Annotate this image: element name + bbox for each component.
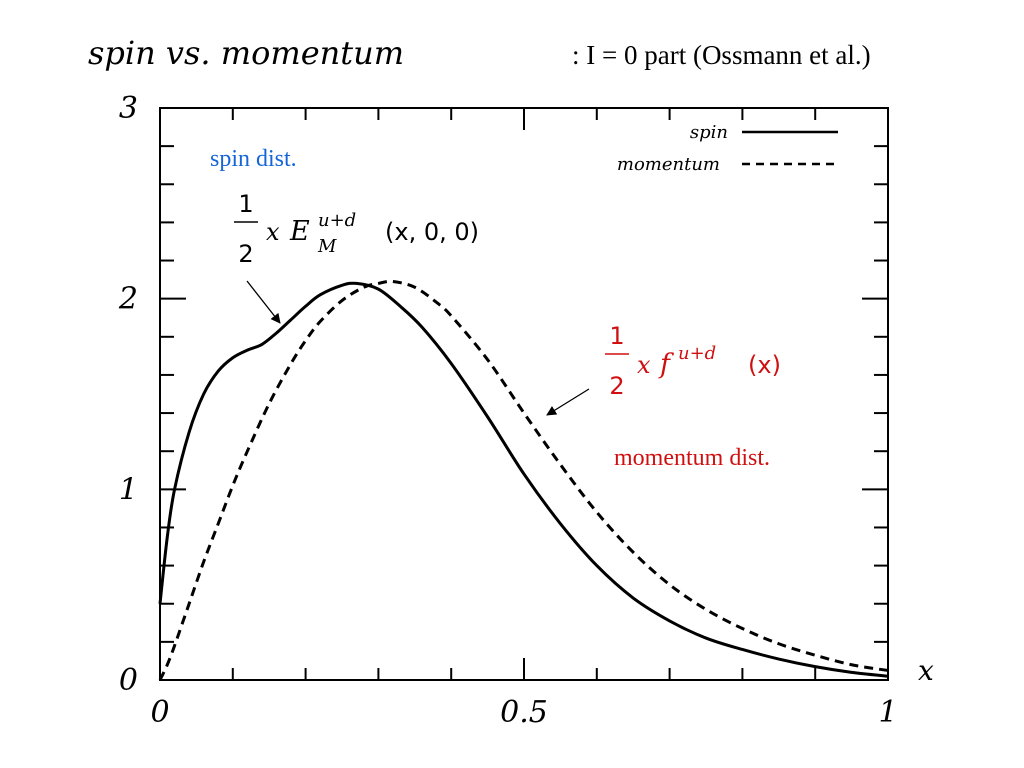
chart-subtitle: : I = 0 part (Ossmann et al.)	[572, 40, 871, 70]
momentum-formula-half-num: 1	[609, 322, 624, 350]
plot-frame	[159, 107, 889, 681]
momentum-formula-arrow	[546, 388, 590, 416]
spin-formula-args: (x, 0, 0)	[385, 218, 479, 246]
spin-formula-E: E	[289, 216, 310, 247]
spin-formula-arrow	[246, 280, 281, 324]
y-tick-label: 1	[119, 472, 138, 507]
chart-title: spin vs. momentum	[88, 34, 404, 72]
x-tick-label: 0	[150, 695, 169, 730]
momentum-formula: 1 2 x f u+d (x)	[605, 322, 781, 400]
x-tick-label: 0.5	[500, 695, 548, 730]
momentum-formula-args: (x)	[748, 351, 781, 379]
momentum-formula-superscript: u+d	[678, 343, 716, 364]
momentum-formula-x: x	[637, 351, 651, 379]
series-layer	[158, 279, 889, 681]
y-tick-label: 0	[119, 663, 138, 698]
spin-formula-half-den: 2	[238, 240, 253, 268]
legend-label-momentum: momentum	[617, 154, 720, 175]
momentum-formula-f: f	[658, 349, 674, 380]
spin-formula-x: x	[266, 218, 280, 246]
series-line-spin	[158, 281, 889, 678]
x-tick-label: 1	[878, 695, 897, 730]
momentum-dist-label: momentum dist.	[614, 445, 770, 471]
spin-formula-superscript: u+d	[318, 210, 356, 231]
series-line-momentum	[158, 279, 889, 681]
legend-label-spin: spin	[690, 122, 728, 143]
y-tick-label: 3	[119, 91, 138, 126]
spin-formula-half-num: 1	[238, 190, 253, 218]
legend: spin momentum	[617, 122, 838, 175]
x-axis-label: x	[918, 654, 934, 687]
spin-dist-label: spin dist.	[210, 146, 297, 172]
spin-formula: 1 2 x E u+d M (x, 0, 0)	[234, 190, 479, 268]
spin-formula-subscript: M	[317, 236, 337, 257]
axis-ticks	[159, 107, 889, 681]
tick-labels: 0 0.5 1 0 1 2 3	[118, 91, 898, 730]
momentum-formula-half-den: 2	[609, 372, 624, 400]
y-tick-label: 2	[118, 282, 138, 317]
